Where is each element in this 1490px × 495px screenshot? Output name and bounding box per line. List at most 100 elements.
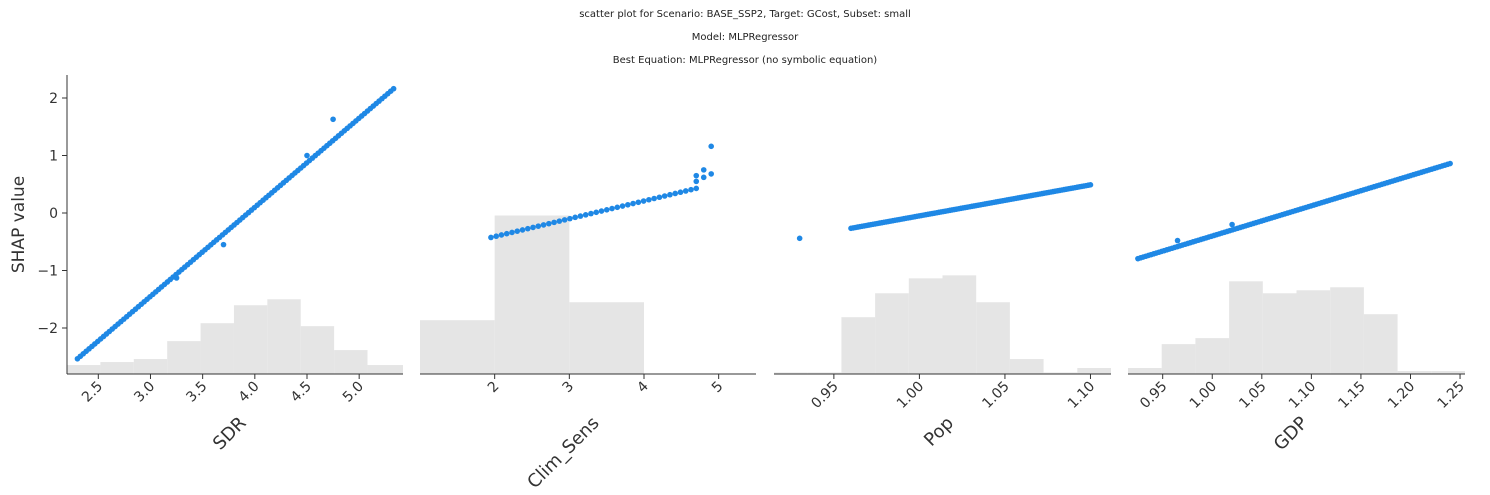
histogram-bar (1363, 314, 1398, 374)
histogram-bar (267, 299, 301, 374)
data-point (635, 199, 642, 206)
histogram-bar (367, 365, 403, 374)
data-point (661, 193, 668, 199)
data-point (330, 116, 336, 123)
data-point (619, 203, 626, 209)
x-tick-label: 0.95 (808, 379, 841, 412)
data-point (708, 143, 714, 150)
data-point (796, 235, 803, 242)
data-point (708, 171, 714, 177)
x-tick-label: 1.25 (1435, 379, 1468, 412)
histogram-bar (908, 278, 943, 374)
histogram-bar (1043, 372, 1078, 374)
data-point (567, 215, 573, 222)
x-tick-label: 1.00 (894, 379, 927, 412)
x-tick-label: 4.0 (236, 379, 263, 406)
x-tick-label: 4 (634, 378, 652, 396)
x-axis-label: Clim_Sens (523, 413, 603, 493)
histogram-bar (1431, 371, 1465, 374)
data-point (509, 229, 515, 236)
data-point (220, 241, 227, 248)
histogram-bar (420, 320, 495, 374)
panel-pop: 0.95 1.00 1.05 1.10 Pop (774, 182, 1111, 451)
histogram-bar (67, 365, 101, 374)
data-point (603, 207, 610, 213)
histogram (1128, 281, 1465, 374)
histogram-bar (1009, 359, 1044, 374)
data-point (598, 208, 605, 214)
data-point (498, 232, 505, 238)
data-point (390, 85, 397, 92)
data-point (546, 220, 552, 227)
data-point (582, 212, 589, 218)
histogram-bar (774, 372, 808, 374)
data-point (656, 194, 663, 201)
histogram-bar (1262, 293, 1297, 374)
y-tick-label: 2 (49, 91, 58, 107)
data-point (667, 191, 673, 198)
histogram-bar (334, 350, 368, 374)
x-axis-label: Pop (920, 413, 958, 451)
histogram-bar (1330, 287, 1364, 374)
data-point (682, 188, 689, 194)
data-point (693, 178, 700, 185)
data-point (646, 196, 652, 203)
x-tick-label: 0.95 (1137, 379, 1170, 412)
panel-gdp: 0.95 1.00 1.05 1.10 1.15 1.20 1.25 GDP (1128, 160, 1468, 455)
data-point (693, 185, 700, 192)
data-point (693, 172, 700, 179)
data-point (625, 201, 631, 208)
data-point (488, 234, 494, 241)
histogram-bar (1229, 281, 1263, 374)
x-tick-label: 3 (560, 379, 578, 397)
data-point (577, 213, 584, 219)
data-point (540, 222, 547, 228)
histogram (774, 275, 1111, 374)
histogram-bar (100, 362, 134, 374)
x-tick-label: 1.05 (979, 379, 1012, 412)
scatter-points (74, 85, 397, 362)
x-tick-label: 1.05 (1236, 379, 1269, 412)
data-point (1174, 237, 1181, 244)
data-point (493, 233, 499, 240)
histogram-bar (1077, 368, 1111, 374)
y-axis-label: SHAP value (9, 176, 29, 273)
scatter-points (1135, 160, 1453, 262)
x-tick-label: 1.20 (1385, 379, 1418, 412)
x-tick-label: 3.5 (183, 379, 210, 406)
histogram-bar (494, 215, 570, 374)
data-point (173, 275, 180, 281)
histogram-bar (133, 359, 168, 374)
data-point (1447, 160, 1453, 167)
panel-sdr: 2.5 3.0 3.5 4.0 4.5 5.0 SDR −2 −1 0 1 2 SHAP value (9, 75, 403, 454)
data-point (609, 205, 615, 212)
data-point (503, 230, 510, 237)
data-point (593, 209, 600, 216)
x-tick-label: 2.5 (79, 379, 106, 406)
chart-subtitle-model: Model: MLPRegressor (691, 32, 799, 43)
data-point (572, 214, 578, 221)
x-tick-label: 4.5 (288, 379, 315, 406)
x-tick-label: 1.15 (1335, 379, 1368, 412)
data-point (556, 218, 563, 224)
data-point (519, 227, 526, 233)
histogram-bar (233, 305, 268, 374)
y-tick-label: −1 (37, 264, 58, 280)
histogram-bar (1296, 290, 1331, 374)
data-point (630, 200, 636, 207)
data-point (688, 186, 694, 193)
data-point (524, 225, 531, 232)
x-tick-label: 1.00 (1187, 379, 1220, 412)
y-tick-label: −2 (37, 321, 58, 337)
data-point (672, 190, 679, 197)
histogram-bar (875, 293, 909, 374)
histogram (67, 299, 403, 374)
data-point (614, 204, 621, 211)
data-point (551, 219, 557, 226)
x-tick-label: 5 (709, 379, 727, 397)
data-point (700, 174, 707, 181)
panel-clim-sens: 2 3 4 5 Clim_Sens (420, 143, 756, 493)
scatter-points (488, 143, 714, 241)
data-point (588, 210, 594, 217)
